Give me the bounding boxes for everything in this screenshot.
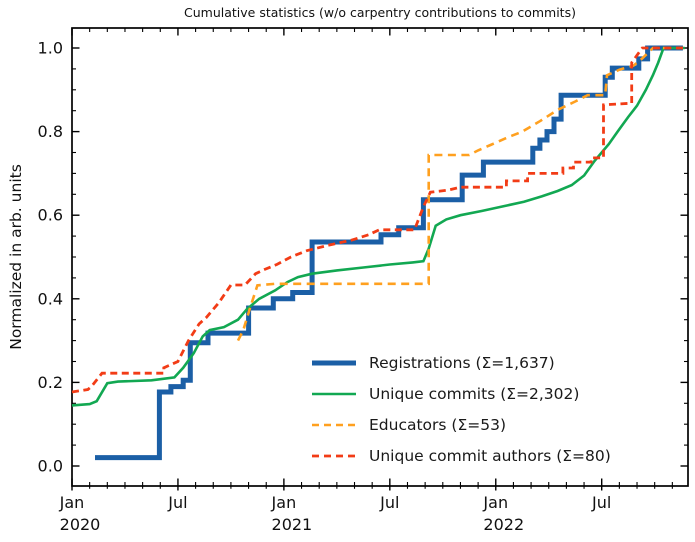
svg-text:Jan: Jan xyxy=(271,493,297,512)
registrations-line-swatch xyxy=(312,360,356,365)
svg-text:Jul: Jul xyxy=(591,493,611,512)
educators-line-swatch xyxy=(312,423,356,426)
legend-label-registrations: Registrations (Σ=1,637) xyxy=(369,353,555,372)
svg-text:0.0: 0.0 xyxy=(38,457,63,476)
axis-ticks xyxy=(71,28,688,491)
svg-text:0.2: 0.2 xyxy=(38,373,63,392)
svg-text:0.4: 0.4 xyxy=(38,289,63,308)
legend-label-educators: Educators (Σ=53) xyxy=(369,415,507,434)
series-unique-commits-line xyxy=(71,46,685,407)
svg-text:2022: 2022 xyxy=(483,515,524,534)
series-educators-line xyxy=(236,46,683,342)
legend-item-unique-commit-authors: Unique commit authors (Σ=80) xyxy=(311,440,611,471)
unique-commit-authors-line-swatch xyxy=(312,454,356,457)
svg-text:Jan: Jan xyxy=(482,493,508,512)
chart-title: Cumulative statistics (w/o carpentry con… xyxy=(184,5,576,20)
svg-text:0.8: 0.8 xyxy=(38,122,63,141)
svg-text:Jan: Jan xyxy=(59,493,85,512)
y-axis-label: Normalized in arb. units xyxy=(7,164,25,350)
svg-text:Jul: Jul xyxy=(379,493,399,512)
svg-text:0.6: 0.6 xyxy=(38,206,63,225)
svg-text:Jul: Jul xyxy=(167,493,187,512)
legend-label-unique-commit-authors: Unique commit authors (Σ=80) xyxy=(369,446,611,465)
legend-item-registrations: Registrations (Σ=1,637) xyxy=(311,347,611,378)
legend-item-unique-commits: Unique commits (Σ=2,302) xyxy=(311,378,611,409)
legend-label-unique-commits: Unique commits (Σ=2,302) xyxy=(369,384,580,403)
svg-text:2021: 2021 xyxy=(272,515,313,534)
y-tick-labels: 0.0 0.2 0.4 0.6 0.8 1.0 xyxy=(38,39,63,476)
legend-item-educators: Educators (Σ=53) xyxy=(311,409,611,440)
axes-frame xyxy=(71,27,689,487)
series-unique-commit-authors-line xyxy=(71,46,683,394)
svg-text:1.0: 1.0 xyxy=(38,39,63,58)
x-tick-labels: Jan 2020 Jul Jan 2021 Jul Jan 2022 Jul xyxy=(59,493,612,534)
series-registrations-line xyxy=(95,45,683,461)
unique-commits-line-swatch xyxy=(312,392,356,395)
svg-text:2020: 2020 xyxy=(60,515,101,534)
legend: Registrations (Σ=1,637) Unique commits (… xyxy=(311,347,611,471)
series-lines xyxy=(71,45,685,461)
